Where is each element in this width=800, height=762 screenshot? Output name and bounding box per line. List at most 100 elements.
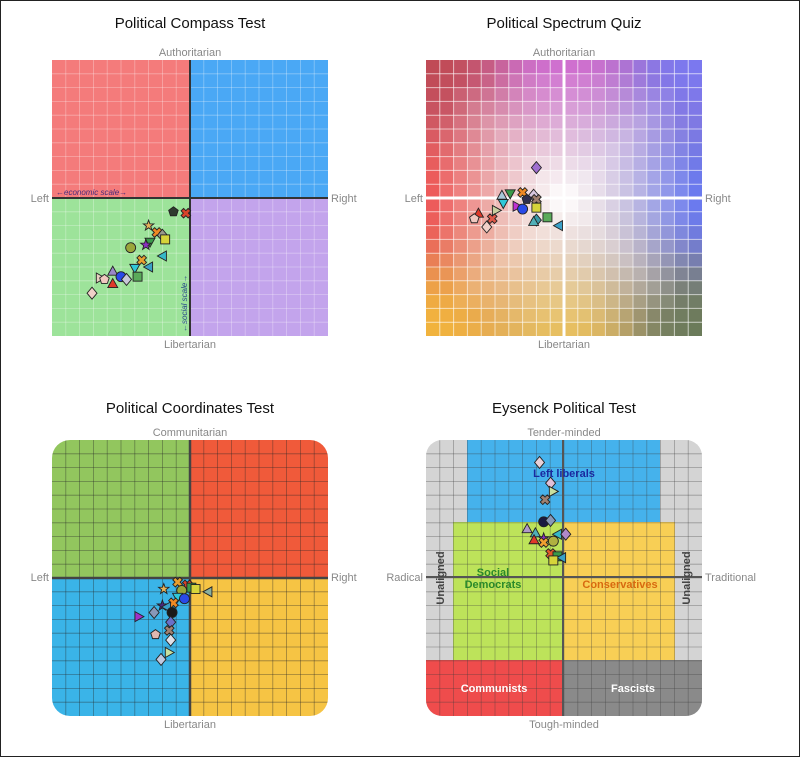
axis-label-bottom: Libertarian [164, 719, 216, 731]
gradient-cell [481, 239, 495, 254]
gradient-cell [426, 239, 440, 254]
gradient-cell [605, 170, 620, 185]
gradient-cell [564, 60, 578, 74]
gradient-cell [481, 170, 495, 185]
data-point-pentagon [99, 273, 110, 284]
gradient-cell [605, 73, 620, 88]
gradient-cell [633, 115, 647, 129]
gradient-cell [619, 170, 633, 185]
gradient-cell [688, 73, 702, 88]
gradient-cell [508, 87, 523, 102]
gradient-cell [619, 184, 633, 198]
gradient-cell [619, 267, 633, 281]
chart-title: Eysenck Political Test [492, 400, 637, 417]
gradient-cell [633, 308, 647, 323]
gradient-cell [619, 211, 633, 226]
gradient-cell [467, 253, 482, 267]
gradient-cell [633, 87, 647, 102]
gradient-cell [688, 239, 702, 254]
data-point-square [160, 234, 171, 245]
gradient-cell [495, 211, 509, 226]
data-point-star [157, 582, 171, 595]
gradient-cell [605, 115, 620, 129]
axis-label-bottom: Libertarian [164, 339, 216, 351]
gradient-cell [633, 198, 647, 212]
gradient-cell [439, 267, 454, 281]
gradient-cell [495, 73, 509, 88]
political-spectrum-chart: Political Spectrum Quiz Authoritarian Li… [405, 15, 731, 351]
gradient-cell [495, 142, 509, 157]
gradient-cell [508, 60, 523, 74]
gradient-cell [508, 101, 523, 116]
gradient-cell [453, 225, 468, 240]
gradient-cell [577, 184, 592, 198]
gradient-cell [605, 101, 620, 116]
gradient-cell [688, 280, 702, 295]
gradient-cell [619, 129, 633, 143]
region-label-line: Social [477, 567, 509, 579]
gradient-cell [674, 294, 689, 309]
gradient-cell [633, 294, 647, 309]
gradient-cell [633, 211, 647, 226]
gradient-cell [453, 211, 468, 226]
gradient-cell [439, 60, 454, 74]
data-point-diamond [148, 605, 160, 620]
gradient-cell [577, 87, 592, 102]
region-label-conservatives: Conservatives [582, 579, 657, 591]
gradient-cell [453, 239, 468, 254]
gradient-cell [688, 60, 702, 74]
gradient-cell [577, 129, 592, 143]
data-point-diamond [165, 633, 177, 647]
region-label-unaligned-right: Unaligned [681, 551, 693, 604]
gradient-cell [481, 129, 495, 143]
gradient-cell [688, 129, 702, 143]
data-point-triangle-right [134, 610, 145, 623]
gradient-cell [660, 73, 675, 88]
gradient-cell [495, 253, 509, 267]
gradient-cell [467, 60, 482, 74]
gradient-cell [426, 129, 440, 143]
gradient-cell [564, 198, 578, 212]
gradient-cell [564, 280, 578, 295]
gradient-cell [481, 198, 495, 212]
gradient-cell [660, 156, 675, 171]
quadrant-top-left [52, 60, 190, 198]
region-label-fascists: Fascists [611, 683, 655, 695]
data-point-triangle-left [552, 219, 563, 232]
gradient-cell [508, 308, 523, 323]
axis-label-left: Radical [386, 572, 423, 584]
gradient-cell [522, 73, 537, 88]
gradient-cell [522, 267, 537, 281]
data-point-triangle-up [521, 522, 533, 534]
region-communists [426, 660, 563, 716]
gradient-cell [522, 87, 537, 102]
data-point-diamond [560, 527, 572, 541]
gradient-cell [522, 129, 537, 143]
gradient-cell [674, 225, 689, 240]
gradient-cell [495, 308, 509, 323]
gradient-cell [577, 170, 592, 185]
gradient-cell [426, 87, 440, 102]
gradient-cell [550, 308, 564, 323]
gradient-cell [439, 129, 454, 143]
gradient-cell [564, 142, 578, 157]
gradient-cell [495, 60, 509, 74]
gradient-cell [564, 73, 578, 88]
axis-label-top: Authoritarian [533, 47, 595, 59]
data-point-star [142, 218, 156, 232]
data-point-square [548, 555, 559, 566]
gradient-cell [564, 225, 578, 240]
gradient-cell [495, 294, 509, 309]
gradient-cell [536, 267, 551, 281]
gradient-cell [453, 101, 468, 116]
data-point-square [132, 271, 143, 282]
gradient-cell [688, 170, 702, 185]
gradient-cell [426, 211, 440, 226]
gradient-cell [646, 156, 661, 171]
gradient-cell [467, 129, 482, 143]
data-point-triangle-right [548, 485, 560, 498]
gradient-cell [481, 267, 495, 281]
gradient-cell [467, 87, 482, 102]
gradient-cell [660, 267, 675, 281]
